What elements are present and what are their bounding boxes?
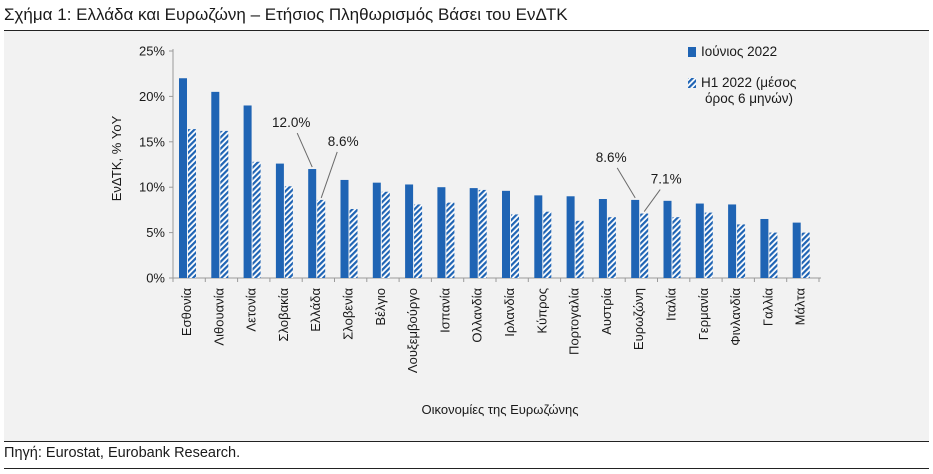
bar-h1-2022-5 (349, 208, 358, 278)
bar-h1-2022-17 (737, 224, 746, 278)
x-tick-label: Ευρωζώνη (631, 288, 646, 350)
annotation-leader (296, 132, 313, 168)
bar-h1-2022-19 (801, 232, 810, 278)
bar-june-2022-11 (534, 195, 543, 278)
bar-h1-2022-12 (575, 220, 584, 278)
bar-h1-2022-3 (284, 186, 293, 278)
legend-swatch (688, 47, 696, 57)
annotation-leader (320, 151, 338, 199)
y-tick-label: 15% (139, 134, 165, 149)
bar-june-2022-9 (469, 188, 478, 278)
bar-june-2022-7 (405, 184, 414, 278)
bar-h1-2022-2 (252, 161, 261, 278)
legend-label: όρος 6 μηνών) (705, 91, 793, 106)
y-tick-label: 10% (139, 180, 165, 195)
x-tick-label: Γαλλία (760, 288, 775, 327)
bar-h1-2022-1 (220, 130, 229, 278)
bar-h1-2022-13 (607, 217, 616, 278)
annotation-label: 12.0% (272, 115, 310, 130)
bar-june-2022-19 (792, 222, 801, 278)
legend-label: H1 2022 (μέσος (701, 75, 797, 90)
annotation-label: 8.6% (596, 150, 627, 165)
bar-june-2022-15 (663, 200, 672, 278)
x-tick-label: Γερμανία (696, 288, 711, 341)
x-tick-label: Ολλανδία (470, 288, 485, 343)
bar-june-2022-4 (308, 169, 317, 278)
annotation-label: 8.6% (328, 134, 359, 149)
bar-june-2022-6 (372, 182, 381, 278)
legend-swatch (688, 78, 696, 88)
annotation-label: 7.1% (651, 172, 682, 187)
bar-june-2022-5 (340, 179, 349, 278)
bar-h1-2022-9 (478, 189, 487, 278)
bar-june-2022-18 (760, 218, 769, 278)
x-tick-label: Κύπρος (534, 288, 549, 334)
x-tick-label: Βέλγιο (373, 288, 388, 326)
x-tick-label: Αυστρία (599, 288, 614, 335)
x-tick-label: Λιθουανία (211, 288, 226, 346)
x-tick-label: Σλοβενία (341, 288, 356, 340)
y-tick-label: 20% (139, 89, 165, 104)
x-tick-label: Πορτογαλία (567, 288, 582, 355)
x-tick-label: Ιρλανδία (502, 288, 517, 337)
y-tick-label: 5% (146, 225, 165, 240)
x-tick-label: Ιταλία (664, 288, 679, 321)
x-axis-label: Οικονομίες της Ευρωζώνης (422, 402, 579, 417)
bar-june-2022-16 (695, 203, 704, 278)
bar-h1-2022-6 (381, 191, 390, 278)
bar-h1-2022-15 (672, 217, 681, 278)
bar-h1-2022-14 (640, 213, 649, 278)
figure-title: Σχήμα 1: Ελλάδα και Ευρωζώνη – Ετήσιος Π… (4, 3, 929, 31)
annotation-leader (616, 167, 636, 199)
bar-june-2022-17 (728, 204, 737, 278)
bar-june-2022-2 (243, 105, 252, 278)
y-axis-label: ΕνΔΤΚ, % YoY (109, 115, 124, 201)
x-tick-label: Μάλτα (793, 288, 808, 326)
bar-h1-2022-10 (511, 214, 519, 278)
x-tick-label: Ελλάδα (308, 288, 323, 332)
x-tick-label: Φινλανδία (728, 288, 743, 346)
legend-label: Ιούνιος 2022 (701, 44, 777, 59)
bar-h1-2022-18 (769, 232, 778, 278)
bar-h1-2022-7 (414, 204, 423, 278)
y-tick-label: 0% (146, 271, 165, 286)
bar-h1-2022-0 (188, 129, 196, 278)
bar-june-2022-14 (631, 199, 640, 278)
bar-h1-2022-8 (446, 202, 455, 278)
bar-june-2022-3 (275, 163, 284, 278)
bar-june-2022-8 (437, 187, 446, 278)
x-tick-label: Εσθονία (179, 288, 194, 337)
bar-june-2022-10 (502, 190, 510, 278)
bar-h1-2022-16 (704, 212, 713, 278)
annotation-leader (643, 189, 661, 212)
bars (179, 78, 810, 279)
bar-june-2022-1 (211, 91, 220, 278)
bar-h1-2022-11 (543, 211, 552, 278)
axes: 0% 5% 10% 15% 20% 25% ΕνΔΤΚ, % YoY Οικονομίες τ… (109, 44, 821, 417)
x-tick-label: Λουξεμβούργο (405, 288, 420, 373)
bar-june-2022-0 (179, 78, 187, 279)
source-note: Πηγή: Eurostat, Eurobank Research. (4, 441, 929, 469)
bar-june-2022-12 (566, 196, 575, 278)
bar-june-2022-13 (598, 199, 607, 278)
y-tick-label: 25% (139, 44, 165, 59)
bar-h1-2022-4 (317, 199, 326, 278)
x-tick-label: Σλοβακία (276, 288, 291, 342)
x-tick-label: Ισπανία (437, 288, 452, 333)
x-tick-label: Λετονία (244, 288, 259, 332)
annotations: 12.0% 8.6% 8.6% 7.1% (272, 115, 682, 212)
category-labels: Εσθονία Λιθουανία Λετονία Σλοβακία Ελλάδα Σλο… (179, 288, 808, 374)
